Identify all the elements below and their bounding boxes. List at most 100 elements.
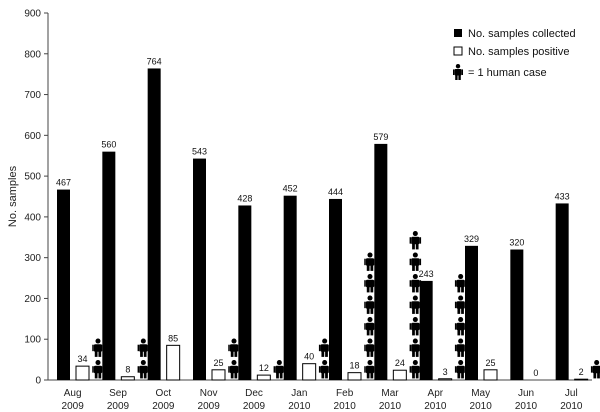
legend-label-positive: No. samples positive bbox=[468, 46, 570, 58]
data-label-collected: 467 bbox=[56, 178, 71, 188]
human-case-icons bbox=[92, 231, 600, 379]
data-label-collected: 329 bbox=[464, 234, 479, 244]
bar-collected bbox=[238, 205, 252, 380]
person-icon bbox=[318, 338, 331, 357]
y-tick-label: 300 bbox=[24, 253, 41, 264]
bar-positive bbox=[574, 378, 589, 381]
bar-collected bbox=[419, 280, 433, 380]
person-icon bbox=[92, 338, 104, 357]
y-axis-title: No. samples bbox=[7, 165, 19, 227]
data-label-positive: 34 bbox=[77, 354, 87, 364]
x-tick-label-month: Feb bbox=[336, 388, 354, 399]
data-label-collected: 243 bbox=[419, 269, 434, 279]
person-icon bbox=[364, 317, 376, 336]
x-tick-label-month: Mar bbox=[381, 388, 399, 399]
person-icon bbox=[409, 360, 422, 379]
data-label-positive: 2 bbox=[579, 367, 584, 377]
bar-positive bbox=[438, 378, 453, 381]
y-tick-label: 900 bbox=[24, 9, 41, 20]
data-label-positive: 0 bbox=[533, 368, 538, 378]
data-label-collected: 764 bbox=[147, 56, 162, 66]
chart-bars bbox=[57, 68, 589, 381]
data-label-positive: 3 bbox=[443, 367, 448, 377]
bar-positive bbox=[302, 363, 317, 381]
bar-collected bbox=[102, 151, 116, 380]
person-icon bbox=[409, 338, 422, 357]
x-tick-label-month: Nov bbox=[200, 388, 218, 399]
person-icon bbox=[590, 360, 600, 379]
y-tick-label: 0 bbox=[35, 376, 41, 387]
person-icon bbox=[454, 274, 467, 293]
person-icon bbox=[137, 338, 150, 357]
legend-swatch-positive bbox=[453, 46, 463, 56]
bar-collected bbox=[193, 158, 206, 380]
x-tick-label-month: Sep bbox=[109, 388, 127, 399]
x-tick-label-month: Jan bbox=[291, 388, 307, 399]
person-icon bbox=[92, 360, 104, 379]
data-label-positive: 12 bbox=[259, 363, 269, 373]
y-tick-label: 600 bbox=[24, 131, 41, 142]
x-tick-label-month: Dec bbox=[245, 388, 263, 399]
x-tick-label-year: 2010 bbox=[379, 401, 402, 412]
person-icon bbox=[409, 274, 422, 293]
person-icon bbox=[454, 360, 467, 379]
data-label-positive: 85 bbox=[168, 333, 178, 343]
y-tick-label: 200 bbox=[24, 294, 41, 305]
x-tick-label-year: 2009 bbox=[152, 401, 175, 412]
data-label-collected: 428 bbox=[237, 193, 252, 203]
legend-swatch-collected bbox=[454, 29, 462, 37]
x-tick-label-year: 2009 bbox=[107, 401, 130, 412]
bar-collected bbox=[329, 198, 342, 380]
data-label-positive: 8 bbox=[125, 365, 130, 375]
person-icon bbox=[364, 274, 376, 293]
data-label-positive: 40 bbox=[304, 352, 314, 362]
x-tick-label-month: Jun bbox=[518, 388, 534, 399]
x-tick-label-month: Apr bbox=[428, 388, 444, 399]
x-tick-label-year: 2010 bbox=[288, 401, 311, 412]
data-label-positive: 25 bbox=[213, 358, 223, 368]
x-tick-label-month: Oct bbox=[156, 388, 172, 399]
y-tick-label: 500 bbox=[24, 172, 41, 183]
person-icon bbox=[318, 360, 331, 379]
person-icon bbox=[453, 63, 463, 80]
data-label-positive: 18 bbox=[349, 361, 359, 371]
person-icon bbox=[409, 295, 422, 314]
person-icon bbox=[454, 295, 467, 314]
legend-label-collected: No. samples collected bbox=[468, 28, 576, 40]
bar-collected bbox=[283, 195, 297, 380]
x-tick-label-year: 2010 bbox=[515, 401, 538, 412]
x-tick-label-year: 2010 bbox=[560, 401, 583, 412]
person-icon bbox=[454, 338, 467, 357]
data-label-collected: 444 bbox=[328, 187, 343, 197]
bar-positive bbox=[166, 344, 181, 381]
person-icon bbox=[364, 295, 376, 314]
person-icon bbox=[409, 252, 422, 271]
x-tick-label-year: 2009 bbox=[243, 401, 266, 412]
y-tick-label: 100 bbox=[24, 335, 41, 346]
data-label-positive: 25 bbox=[485, 358, 495, 368]
bar-positive bbox=[256, 374, 271, 381]
bar-positive bbox=[483, 369, 498, 381]
person-icon bbox=[137, 360, 150, 379]
person-icon bbox=[409, 317, 422, 336]
x-tick-label-year: 2010 bbox=[424, 401, 447, 412]
chart-labels: 46734Aug20095608Sep200976485Oct200954325… bbox=[56, 56, 584, 412]
data-label-collected: 579 bbox=[373, 132, 388, 142]
data-label-collected: 320 bbox=[509, 238, 524, 248]
bar-collected bbox=[465, 245, 478, 380]
person-icon bbox=[409, 231, 422, 250]
person-icon bbox=[364, 338, 376, 357]
bar-collected bbox=[147, 68, 161, 381]
data-label-positive: 24 bbox=[395, 358, 405, 368]
bar-positive bbox=[120, 376, 135, 381]
bar-positive bbox=[347, 372, 362, 381]
data-label-collected: 433 bbox=[555, 191, 570, 201]
bar-positive bbox=[75, 365, 90, 381]
bar-positive bbox=[392, 369, 407, 381]
person-icon bbox=[228, 338, 240, 357]
chart-legend: No. samples collected No. samples positiv… bbox=[453, 28, 576, 80]
bar-collected bbox=[374, 143, 388, 380]
x-tick-label-month: May bbox=[471, 388, 490, 399]
